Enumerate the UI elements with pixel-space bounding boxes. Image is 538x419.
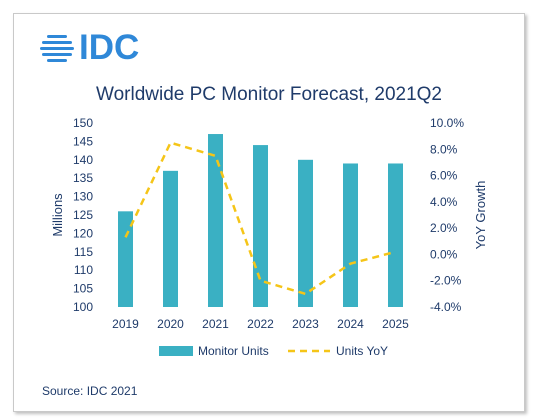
bar-monitor-units [298,159,313,307]
y-tick-label: 150 [73,116,93,130]
y2-axis-label: YoY Growth [473,181,488,250]
logo-text: IDC [79,28,140,67]
y-axis-label: Millions [50,193,65,237]
y-tick-label: 105 [73,282,93,296]
y-tick-label: 140 [73,153,93,167]
y-tick-label: 115 [74,245,93,259]
y-tick-label: 110 [74,263,93,277]
y2-tick-label: 6.0% [430,169,458,183]
y-tick-label: 135 [73,171,93,185]
y2-tick-label: -4.0% [430,300,462,314]
legend-swatch-monitor-units [159,346,193,356]
bar-monitor-units [388,163,403,307]
x-tick-label: 2025 [382,317,409,331]
y-tick-label: 145 [73,134,93,148]
y2-tick-label: 8.0% [430,142,458,156]
x-tick-label: 2019 [112,317,139,331]
y2-tick-label: 2.0% [430,221,458,235]
idc-logo: IDC [40,28,139,68]
bar-monitor-units [163,170,178,307]
x-tick-label: 2020 [157,317,184,331]
source-note: Source: IDC 2021 [42,384,138,398]
legend-label-units-yoy: Units YoY [336,344,388,358]
bar-monitor-units [208,134,223,307]
x-tick-label: 2022 [247,317,274,331]
y-tick-label: 120 [73,226,93,240]
x-tick-label: 2024 [337,317,364,331]
y-tick-label: 125 [73,208,93,222]
y-tick-label: 130 [73,190,93,204]
line-units-yoy [124,141,396,296]
y2-tick-label: 0.0% [430,247,458,261]
bar-monitor-units [118,211,133,307]
bar-monitor-units [253,145,268,307]
y-tick-label: 100 [73,300,93,314]
x-tick-label: 2023 [292,317,319,331]
y2-tick-label: -2.0% [430,274,462,288]
y2-tick-label: 4.0% [430,195,458,209]
x-tick-label: 2021 [202,317,229,331]
chart-title: Worldwide PC Monitor Forecast, 2021Q2 [95,84,443,105]
chart-frame [13,13,525,412]
bar-monitor-units [343,163,358,307]
y2-tick-label: 10.0% [430,116,464,130]
legend-label-monitor-units: Monitor Units [198,344,269,358]
globe-icon [40,35,74,62]
